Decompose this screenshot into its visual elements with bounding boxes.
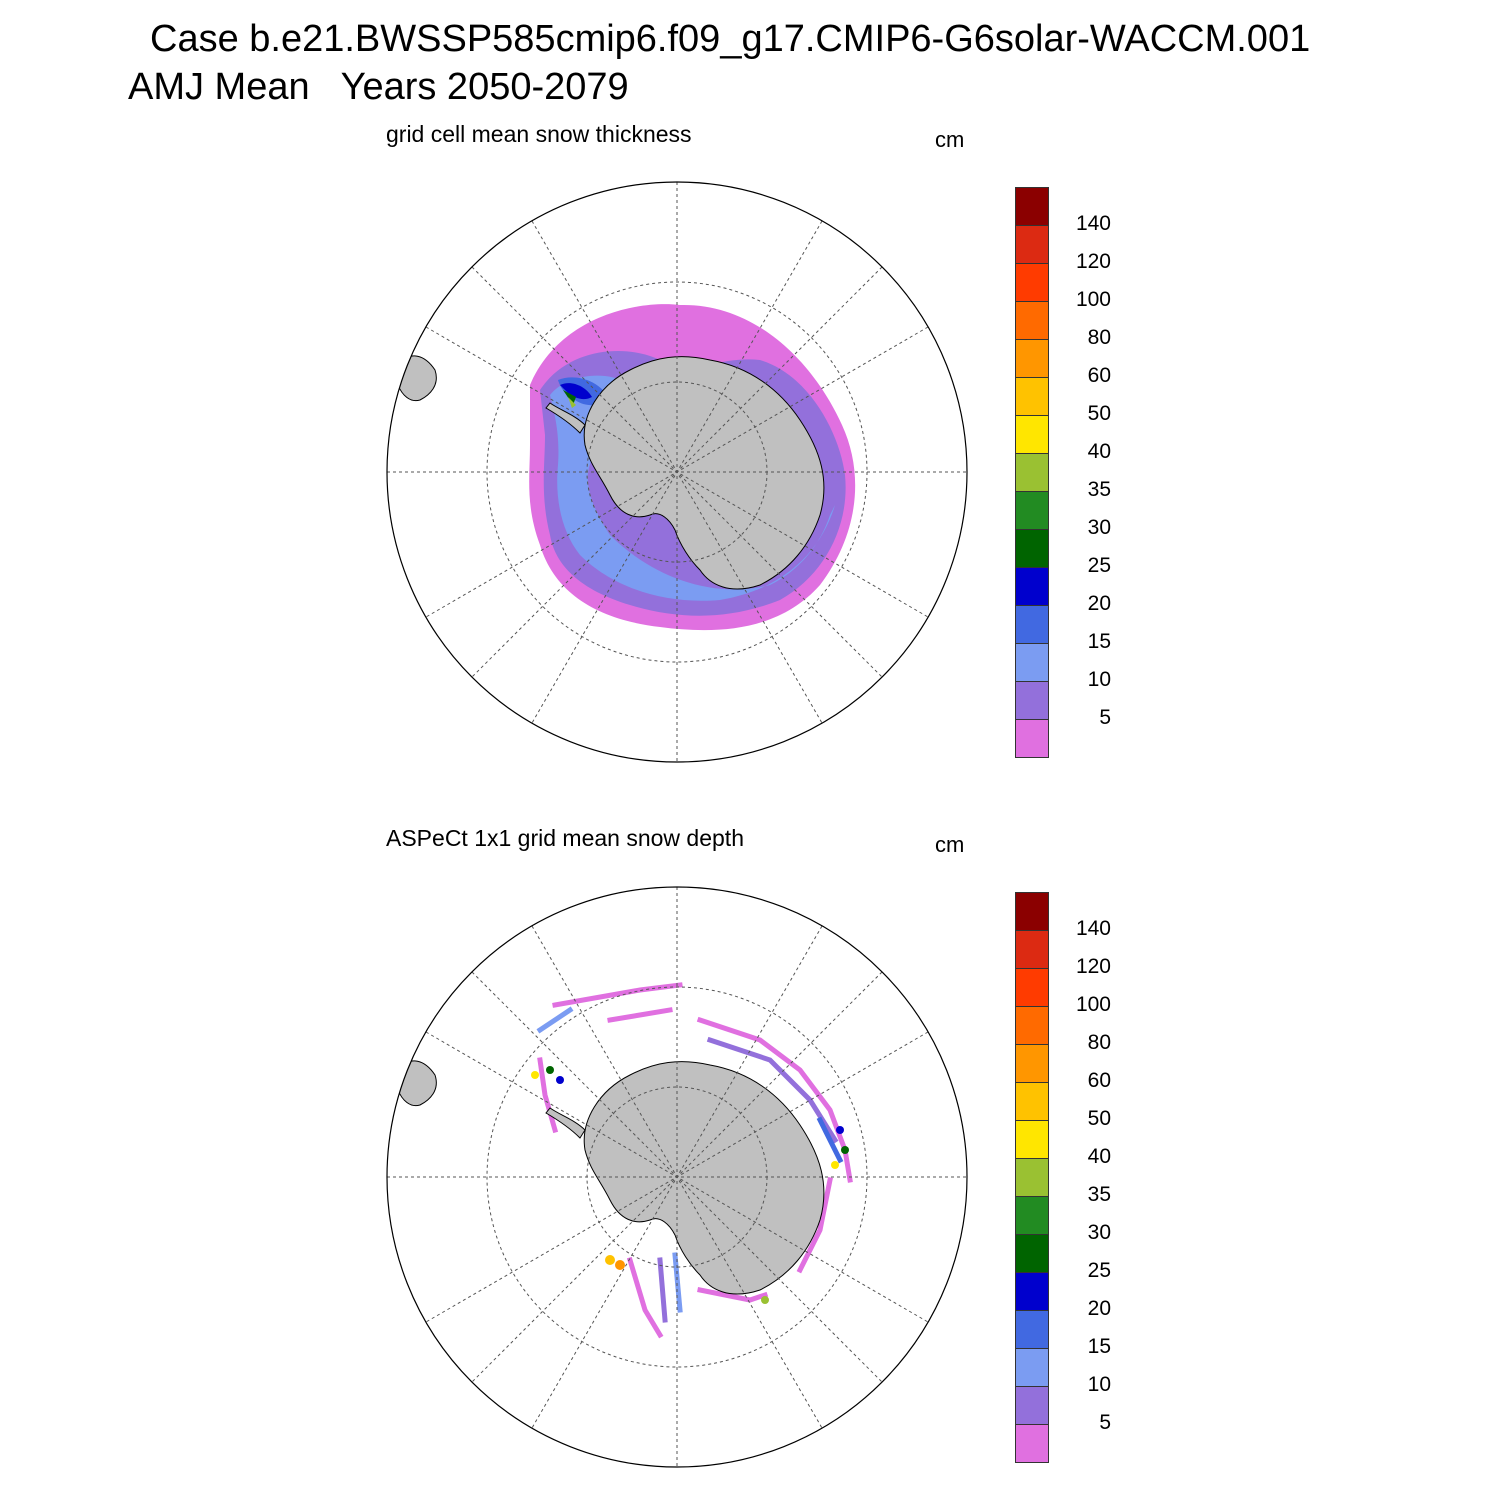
colorbar-swatch <box>1015 1348 1049 1387</box>
colorbar-tick-label: 100 <box>1075 288 1111 311</box>
colorbar-swatch <box>1015 930 1049 969</box>
colorbar-swatch <box>1015 225 1049 264</box>
observation-tracks <box>536 982 853 1339</box>
graticule <box>387 887 967 1467</box>
colorbar-swatch <box>1015 301 1049 340</box>
colorbar-tick-label: 35 <box>1087 478 1111 501</box>
panel1-unit: cm <box>935 127 965 152</box>
colorbar-tick-label: 50 <box>1087 402 1111 425</box>
colorbar-tick-label: 30 <box>1087 1221 1111 1244</box>
colorbar-tick-label: 5 <box>1099 706 1111 729</box>
colorbar-swatch <box>1015 1196 1049 1235</box>
colorbar-swatch <box>1015 1082 1049 1121</box>
colorbar-swatch <box>1015 681 1049 720</box>
colorbar-swatch <box>1015 263 1049 302</box>
colorbar-swatch <box>1015 1006 1049 1045</box>
panel2-colorbar: 140 120 100 80 60 50 40 35 30 25 20 15 10 5 <box>1015 892 1111 1463</box>
panel2-polar-map <box>386 886 968 1468</box>
colorbar-tick-label: 40 <box>1087 440 1111 463</box>
colorbar-tick-label: 25 <box>1087 1259 1111 1282</box>
colorbar-swatch <box>1015 1120 1049 1159</box>
figure-title-line1: Case b.e21.BWSSP585cmip6.f09_g17.CMIP6-G… <box>150 18 1311 60</box>
colorbar-tick-label: 140 <box>1075 212 1111 235</box>
colorbar-swatch <box>1015 187 1049 226</box>
colorbar-tick-label: 100 <box>1075 993 1111 1016</box>
snow-band-30 <box>563 390 576 405</box>
colorbar-swatch <box>1015 605 1049 644</box>
colorbar-tick-label: 60 <box>1087 364 1111 387</box>
colorbar-swatch <box>1015 968 1049 1007</box>
colorbar-swatch <box>1015 529 1049 568</box>
colorbar-tick-label: 10 <box>1087 1373 1111 1396</box>
map-boundary <box>386 886 968 1468</box>
colorbar-swatch <box>1015 643 1049 682</box>
panel1-title: grid cell mean snow thickness <box>386 121 692 147</box>
south-america-tip <box>397 1060 437 1107</box>
colorbar-tick-label: 140 <box>1075 917 1111 940</box>
panel2-unit: cm <box>935 832 965 857</box>
colorbar-swatch <box>1015 1272 1049 1311</box>
panel1-polar-map <box>386 181 968 763</box>
colorbar-tick-label: 20 <box>1087 592 1111 615</box>
antarctic-peninsula <box>545 402 586 434</box>
colorbar-swatch <box>1015 1386 1049 1425</box>
colorbar-tick-label: 30 <box>1087 516 1111 539</box>
colorbar-swatch <box>1015 1044 1049 1083</box>
colorbar-tick-label: 80 <box>1087 1031 1111 1054</box>
antarctica-landmass <box>583 1061 825 1295</box>
graticule <box>387 182 967 762</box>
panel2-title: ASPeCt 1x1 grid mean snow depth <box>386 825 744 851</box>
colorbar-swatch <box>1015 339 1049 378</box>
colorbar-tick-label: 120 <box>1075 250 1111 273</box>
colorbar-tick-label: 10 <box>1087 668 1111 691</box>
colorbar-swatch <box>1015 892 1049 931</box>
colorbar-swatch <box>1015 415 1049 454</box>
colorbar-tick-label: 80 <box>1087 326 1111 349</box>
colorbar-swatch <box>1015 1424 1049 1463</box>
map-boundary <box>386 181 968 763</box>
colorbar-tick-label: 15 <box>1087 1335 1111 1358</box>
south-america-tip <box>397 355 437 402</box>
colorbar-tick-label: 35 <box>1087 1183 1111 1206</box>
antarctic-peninsula <box>545 1107 586 1139</box>
colorbar-swatch <box>1015 377 1049 416</box>
colorbar-swatch <box>1015 1158 1049 1197</box>
colorbar-swatch <box>1015 453 1049 492</box>
colorbar-swatch <box>1015 567 1049 606</box>
panel1-colorbar: 140 120 100 80 60 50 40 35 30 25 20 15 10 5 <box>1015 187 1111 758</box>
colorbar-tick-label: 120 <box>1075 955 1111 978</box>
snow-band-40 <box>568 397 576 408</box>
colorbar-tick-label: 40 <box>1087 1145 1111 1168</box>
figure-title-line2: AMJ Mean Years 2050-2079 <box>128 66 629 108</box>
colorbar-tick-label: 25 <box>1087 554 1111 577</box>
colorbar-swatch <box>1015 491 1049 530</box>
colorbar-tick-label: 5 <box>1099 1411 1111 1434</box>
colorbar-tick-label: 20 <box>1087 1297 1111 1320</box>
colorbar-tick-label: 50 <box>1087 1107 1111 1130</box>
colorbar-swatch <box>1015 1234 1049 1273</box>
colorbar-tick-label: 15 <box>1087 630 1111 653</box>
snow-band-25 <box>560 383 592 400</box>
colorbar-swatch <box>1015 719 1049 758</box>
colorbar-tick-label: 60 <box>1087 1069 1111 1092</box>
high-value-points <box>531 1066 849 1304</box>
colorbar-swatch <box>1015 1310 1049 1349</box>
